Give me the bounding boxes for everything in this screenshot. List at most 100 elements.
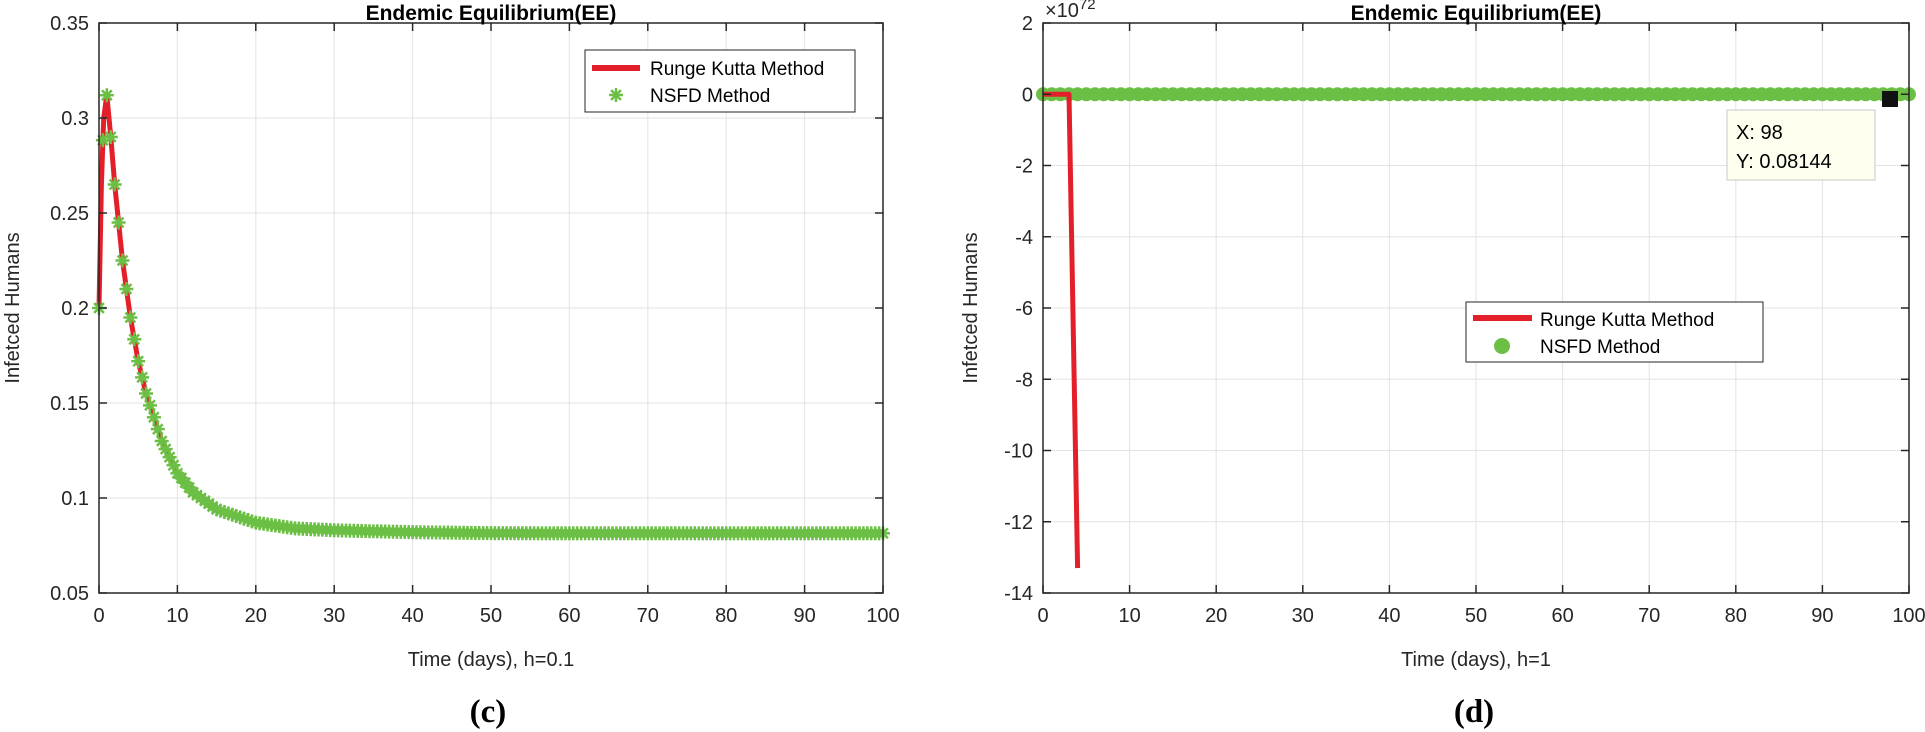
panel-c-nsfd-point-stroke	[128, 333, 141, 346]
panel-c-nsfd-point-stroke	[116, 254, 129, 267]
panel-c-nsfd-point	[111, 215, 126, 230]
panel-c-x-tick-label: 30	[323, 605, 345, 627]
panel-c-y-axis-label: Infetced Humans	[2, 232, 24, 383]
panel-d-y-tick-label: -6	[1015, 298, 1033, 320]
panel-c-nsfd-point-stroke	[140, 387, 152, 400]
panel-c-y-tick-label: 0.35	[50, 13, 89, 35]
panel-d-y-axis-label: Infetced Humans	[960, 232, 982, 383]
panel-d-legend-nsfd-label: NSFD Method	[1540, 337, 1660, 358]
panel-c-legend-star-glyph-stroke	[610, 89, 622, 101]
panel-c-legend: Runge Kutta Method NSFD Method	[584, 49, 856, 113]
panel-c-nsfd-point-stroke	[159, 443, 172, 455]
panel-d-label: (d)	[1454, 694, 1494, 730]
panel-c-label: (c)	[470, 694, 507, 730]
panel-c-nsfd-point-stroke	[136, 371, 148, 384]
panel-d-y-tick-label: -10	[1004, 441, 1033, 463]
panel-d-nsfd-markers	[1036, 87, 1916, 102]
panel-d-y-tick-label: -14	[1004, 583, 1033, 605]
panel-c-nsfd-point	[146, 410, 161, 425]
panel-c-legend-nsfd-label: NSFD Method	[650, 86, 770, 107]
panel-d-x-tick-label: 90	[1811, 605, 1833, 627]
panel-c-y-tick-label: 0.05	[50, 583, 89, 605]
panel-c-legend-star-glyph	[609, 88, 623, 102]
panel-d-y-tick-label: -2	[1015, 156, 1033, 178]
panel-c-nsfd-point	[127, 332, 142, 347]
panel-d-x-tick-label: 70	[1638, 605, 1660, 627]
panel-d: 0 10 20 30 40 50 60 70 80 90 10020-2-4-6-8-10-12-1…	[960, 0, 1925, 730]
panel-d-ticks: 0 10 20 30 40 50 60 70 80 90 10020-2-4-6-8-10-12-1…	[1004, 13, 1925, 627]
panel-d-legend-nsfd-swatch	[1494, 338, 1510, 354]
panel-d-x-tick-label: 10	[1118, 605, 1140, 627]
panel-c-nsfd-point-stroke	[101, 89, 113, 101]
panel-c-nsfd-point	[107, 177, 122, 192]
panel-d-x-tick-label: 50	[1465, 605, 1487, 627]
panel-d-y-tick-label: 2	[1022, 13, 1033, 35]
panel-c-nsfd-point-stroke	[104, 131, 117, 143]
panel-d-x-tick-label: 40	[1378, 605, 1400, 627]
panel-c-nsfd-point-stroke	[120, 283, 133, 295]
panel-c-legend-nsfd-swatch	[609, 88, 623, 102]
panel-c-x-tick-label: 60	[558, 605, 580, 627]
panel-c-x-tick-label: 40	[401, 605, 423, 627]
panel-c-x-tick-label: 50	[480, 605, 502, 627]
panel-c-y-tick-label: 0.25	[50, 203, 89, 225]
panel-c-nsfd-point	[166, 458, 181, 473]
panel-d-y-tick-label: -4	[1015, 227, 1033, 249]
panel-d-datatip[interactable]: X: 98 Y: 0.08144	[1726, 91, 1898, 181]
panel-c-x-tick-label: 20	[245, 605, 267, 627]
panel-d-datatip-marker	[1882, 91, 1898, 107]
panel-d-y-tick-label: -8	[1015, 369, 1033, 391]
panel-c-nsfd-point-stroke	[167, 459, 180, 472]
panel-d-x-tick-label: 60	[1551, 605, 1573, 627]
panel-d-legend-dot	[1494, 338, 1510, 354]
panel-c-legend-box	[584, 49, 856, 113]
panel-d-y-multiplier: ×1072	[1045, 0, 1096, 22]
panel-c: 0 10 20 30 40 50 60 70 80 90 100 0.05 0.1 0.15 0.2 0.25…	[2, 2, 900, 730]
panel-c-x-tick-label: 10	[166, 605, 188, 627]
panel-c-nsfd-point	[143, 398, 157, 413]
panel-c-nsfd-point-stroke	[155, 435, 168, 447]
panel-c-y-tick-label: 0.15	[50, 393, 89, 415]
panel-d-y-multiplier-base: ×10	[1045, 0, 1079, 22]
panel-c-nsfd-point-stroke	[108, 178, 121, 191]
panel-c-x-tick-label: 100	[866, 605, 899, 627]
panel-c-nsfd-point-stroke	[112, 216, 125, 229]
panel-d-x-tick-label: 80	[1725, 605, 1747, 627]
panel-c-nsfd-point-stroke	[144, 399, 156, 412]
panel-c-x-tick-label: 70	[637, 605, 659, 627]
panel-c-nsfd-point	[139, 386, 153, 401]
panel-c-y-tick-label: 0.2	[61, 298, 89, 320]
panel-d-x-tick-label: 30	[1292, 605, 1314, 627]
panel-c-nsfd-point-stroke	[124, 311, 137, 324]
panel-c-nsfd-point	[150, 422, 165, 437]
panel-c-nsfd-point	[123, 310, 138, 325]
panel-d-title: Endemic Equilibrium(EE)	[1351, 2, 1602, 25]
panel-d-datatip-box	[1726, 109, 1876, 181]
panel-c-y-tick-label: 0.1	[61, 488, 89, 510]
panel-c-nsfd-point	[135, 370, 150, 385]
panel-c-nsfd-point-stroke	[152, 423, 164, 435]
panel-c-nsfd-point	[99, 88, 114, 103]
panel-c-x-axis-label: Time (days), h=0.1	[408, 649, 575, 671]
panel-c-title: Endemic Equilibrium(EE)	[366, 2, 617, 25]
panel-c-nsfd-point	[119, 282, 134, 296]
panel-d-x-tick-label: 100	[1892, 605, 1925, 627]
panel-d-datatip-y: Y: 0.08144	[1736, 151, 1832, 173]
panel-c-x-tick-label: 90	[793, 605, 815, 627]
panel-d-y-tick-label: 0	[1022, 84, 1033, 106]
panel-c-nsfd-point-stroke	[132, 355, 144, 367]
panel-c-nsfd-point	[103, 130, 118, 144]
panel-d-x-tick-label: 0	[1037, 605, 1048, 627]
panel-c-nsfd-point	[115, 253, 130, 268]
panel-d-y-tick-label: -12	[1004, 512, 1033, 534]
panel-c-nsfd-point-stroke	[148, 411, 160, 424]
panel-c-legend-rk-label: Runge Kutta Method	[650, 59, 824, 80]
panel-c-nsfd-point-stroke	[163, 451, 176, 463]
panel-d-y-multiplier-exponent: 72	[1079, 0, 1096, 13]
panel-c-y-tick-label: 0.3	[61, 108, 89, 130]
panel-d-x-tick-label: 20	[1205, 605, 1227, 627]
panel-d-datatip-x: X: 98	[1736, 122, 1783, 144]
panel-c-x-tick-label: 80	[715, 605, 737, 627]
panel-c-nsfd-point	[131, 354, 146, 369]
